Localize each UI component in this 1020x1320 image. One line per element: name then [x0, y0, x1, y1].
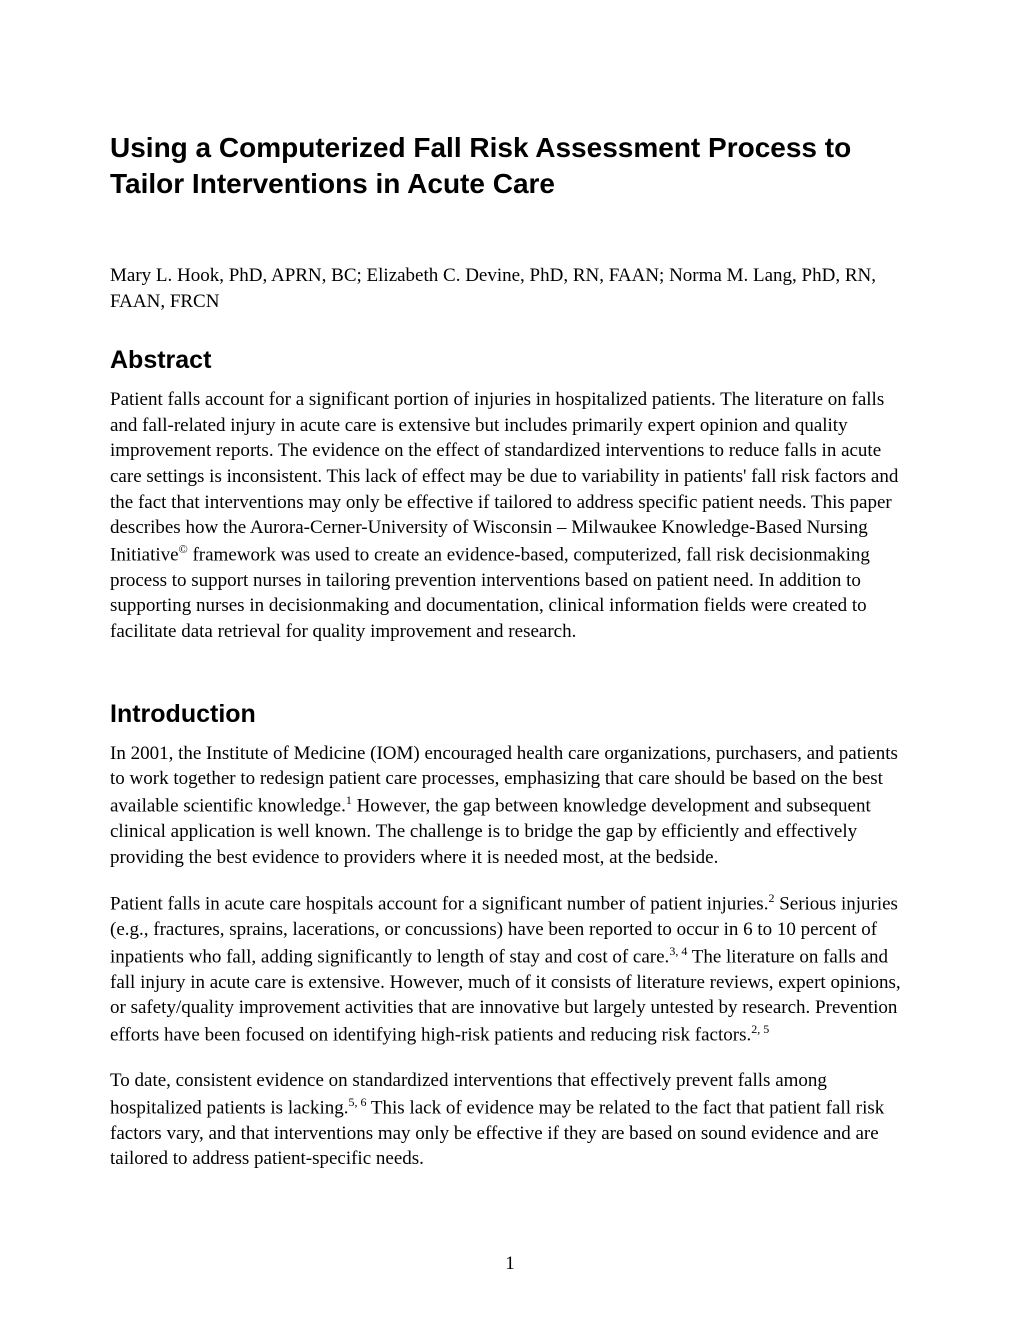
paper-title: Using a Computerized Fall Risk Assessmen… [110, 130, 910, 203]
reference-superscript: 2, 5 [751, 1022, 769, 1036]
intro-paragraph-1: In 2001, the Institute of Medicine (IOM)… [110, 741, 910, 871]
introduction-heading: Introduction [110, 700, 910, 729]
intro-paragraph-3: To date, consistent evidence on standard… [110, 1068, 910, 1172]
abstract-text-part1: Patient falls account for a significant … [110, 389, 898, 565]
intro-paragraph-2: Patient falls in acute care hospitals ac… [110, 890, 910, 1048]
reference-superscript: 5, 6 [349, 1095, 367, 1109]
intro-p2-text-a: Patient falls in acute care hospitals ac… [110, 894, 768, 915]
reference-superscript: 3, 4 [669, 944, 687, 958]
copyright-symbol: © [179, 542, 188, 556]
abstract-text-part2: framework was used to create an evidence… [110, 544, 870, 642]
page-number: 1 [505, 1253, 515, 1275]
abstract-paragraph: Patient falls account for a significant … [110, 387, 910, 645]
abstract-heading: Abstract [110, 346, 910, 375]
authors-line: Mary L. Hook, PhD, APRN, BC; Elizabeth C… [110, 263, 910, 316]
